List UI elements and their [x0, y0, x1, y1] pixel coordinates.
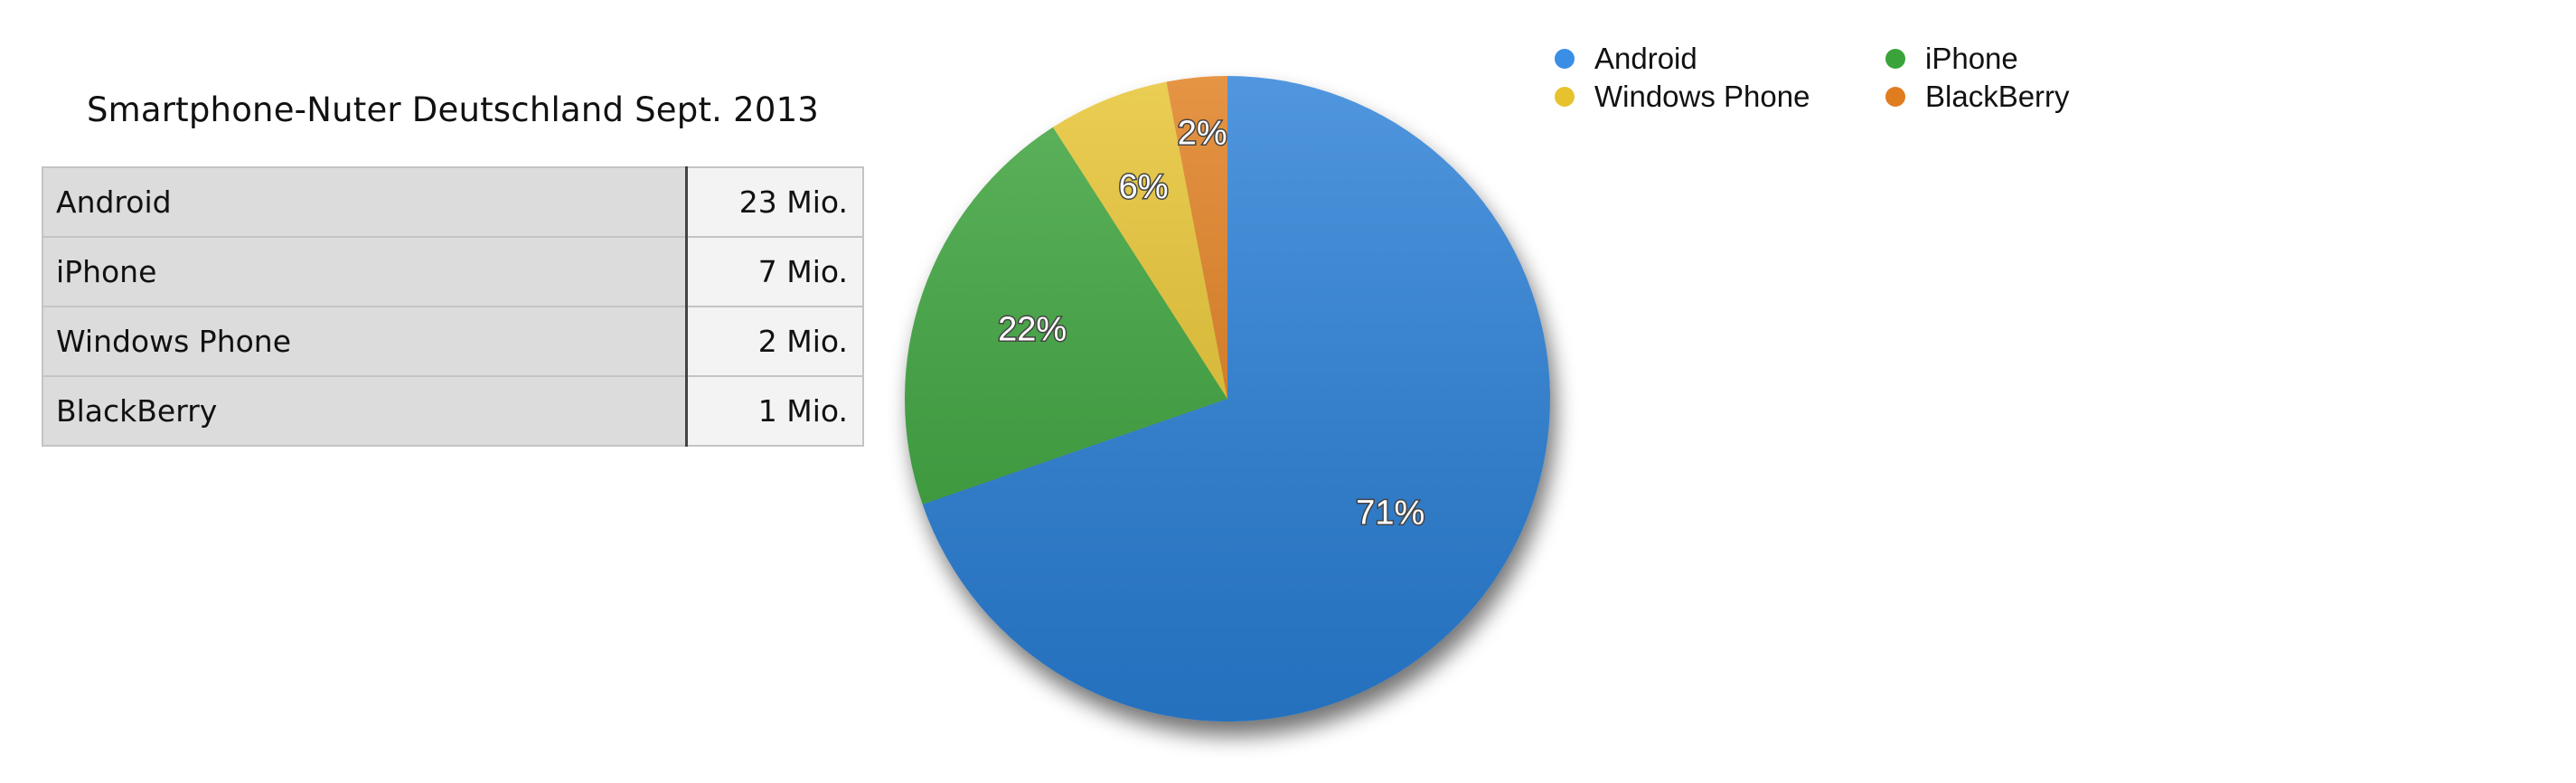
legend-label: Android — [1594, 42, 1697, 75]
legend-swatch-iphone — [1885, 49, 1905, 69]
legend-item-android: Android — [1555, 42, 1885, 76]
legend-item-blackberry: BlackBerry — [1885, 80, 2157, 114]
pie-label-windows-phone: 6% — [1119, 168, 1169, 206]
table-row: iPhone 7 Mio. — [42, 236, 864, 307]
table-cell-value: 23 Mio. — [686, 166, 864, 238]
table-cell-value: 1 Mio. — [686, 375, 864, 447]
legend-item-windows-phone: Windows Phone — [1555, 80, 1885, 114]
legend-label: Windows Phone — [1594, 80, 1810, 113]
legend-swatch-blackberry — [1885, 87, 1905, 107]
legend-label: iPhone — [1925, 42, 2018, 75]
legend-swatch-windows-phone — [1555, 87, 1575, 107]
table-row: Android 23 Mio. — [42, 166, 864, 238]
legend-item-iphone: iPhone — [1885, 42, 2157, 76]
legend-label: BlackBerry — [1925, 80, 2070, 113]
pie-label-iphone: 22% — [998, 310, 1067, 348]
table-cell-value: 7 Mio. — [686, 236, 864, 307]
table-row: BlackBerry 1 Mio. — [42, 375, 864, 447]
table-row: Windows Phone 2 Mio. — [42, 306, 864, 377]
pie-shading — [905, 76, 1550, 722]
table-cell-name: BlackBerry — [42, 375, 688, 447]
pie-label-android: 71% — [1356, 494, 1424, 532]
table-cell-value: 2 Mio. — [686, 306, 864, 377]
table-cell-name: iPhone — [42, 236, 688, 307]
pie-label-blackberry: 2% — [1178, 115, 1227, 153]
legend-swatch-android — [1555, 49, 1575, 69]
chart-legend: Android iPhone Windows Phone BlackBerry — [1555, 42, 2187, 114]
data-table: Android 23 Mio. iPhone 7 Mio. Windows Ph… — [42, 166, 864, 447]
table-cell-name: Windows Phone — [42, 306, 688, 377]
table-cell-name: Android — [42, 166, 688, 238]
table-title: Smartphone-Nuter Deutschland Sept. 2013 — [86, 90, 820, 129]
